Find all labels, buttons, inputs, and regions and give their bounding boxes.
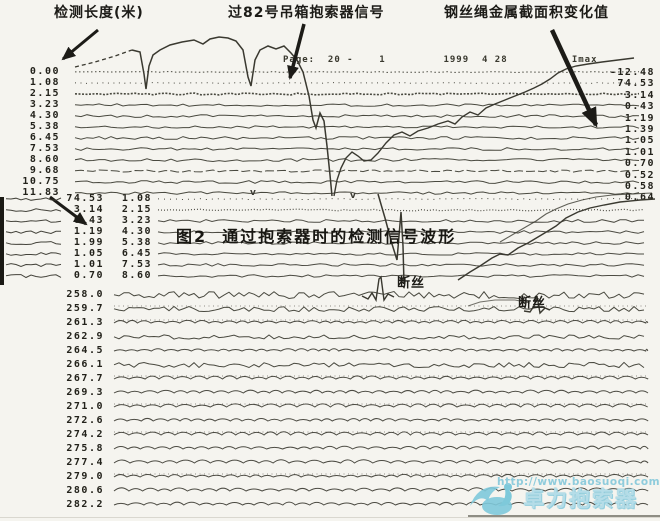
v-marker: v <box>350 191 356 201</box>
axis-label: 0.70 <box>73 270 104 281</box>
axis-label: 274.2 <box>66 429 104 440</box>
page-bottom-line <box>0 517 660 518</box>
axis-label: 2.15 <box>29 88 60 99</box>
watermark-logo-icon <box>470 483 512 515</box>
axis-label: 0.00 <box>29 66 60 77</box>
axis-label: 280.6 <box>66 485 104 496</box>
axis-label: 7.53 <box>29 143 60 154</box>
axis-label: 1.19 <box>73 226 104 237</box>
axis-label: 7.53 <box>121 259 152 270</box>
axis-label: 74.53 <box>617 78 655 90</box>
axis-label: 0.52 <box>624 169 655 181</box>
axis-label: -12.48 <box>609 67 655 78</box>
axis-label: 266.1 <box>66 359 104 370</box>
watermark-brand: 卓力抱索器 <box>523 487 638 511</box>
annotation-detection-length: 检测长度(米) <box>54 5 144 21</box>
axis-label: 0.70 <box>624 158 655 170</box>
axis-label: 2.15 <box>121 204 152 215</box>
axis-label: 1.19 <box>624 112 655 124</box>
axis-label: 11.83 <box>22 187 60 198</box>
axis-label: 5.38 <box>29 121 60 132</box>
axis-label: 1.01 <box>73 259 104 270</box>
v-marker: v <box>250 188 256 198</box>
axis-label: 3.14 <box>624 89 655 101</box>
axis-label: 277.4 <box>66 457 104 468</box>
axis-label: 74.53 <box>66 193 104 204</box>
axis-label: 1.01 <box>624 146 655 158</box>
axis-label: 0.58 <box>624 181 655 192</box>
axis-label: 6.45 <box>29 132 60 143</box>
axis-label: 259.7 <box>66 303 104 314</box>
watermark-bottom-line <box>468 515 660 517</box>
axis-label: 0.43 <box>73 215 104 226</box>
axis-label: 267.7 <box>66 373 104 384</box>
broken-wire-label: 断丝 <box>518 296 547 311</box>
axis-label: 0.64 <box>624 192 655 204</box>
axis-label: 3.23 <box>29 99 60 110</box>
broken-wire-label: 断丝 <box>397 276 426 291</box>
chart-page-header: Page: 20 - 1 1999 4 28 Imax <box>283 55 598 65</box>
axis-label: 279.0 <box>66 471 104 482</box>
axis-label: 1.05 <box>624 135 655 147</box>
axis-label: 5.38 <box>121 237 152 248</box>
watermark-url: http://www.baosuoqi.com <box>497 476 660 488</box>
axis-label: 1.05 <box>73 248 104 259</box>
axis-label: 4.30 <box>29 110 60 121</box>
axis-label: 271.0 <box>66 401 104 412</box>
axis-label: 3.14 <box>73 204 104 215</box>
figure-caption: 图2 通过抱索器时的检测信号波形 <box>176 227 457 246</box>
scan-edge-bar <box>0 197 4 285</box>
axis-label: 275.8 <box>66 443 104 454</box>
axis-label: 1.99 <box>73 237 104 248</box>
axis-label: 258.0 <box>66 289 104 300</box>
axis-label: 1.08 <box>29 77 60 88</box>
axis-label: 8.60 <box>121 270 152 281</box>
axis-label: 269.3 <box>66 387 104 398</box>
axis-label: 0.43 <box>624 101 655 113</box>
axis-label: 9.68 <box>29 165 60 176</box>
annotation-cross-section-change: 钢丝绳金属截面积变化值 <box>444 5 609 21</box>
axis-label: 282.2 <box>66 499 104 510</box>
axis-label: 262.9 <box>66 331 104 342</box>
annotation-gripper-signal: 过82号吊箱抱索器信号 <box>228 5 385 21</box>
axis-label: 261.3 <box>66 317 104 328</box>
axis-label: 4.30 <box>121 226 152 237</box>
axis-label: 8.60 <box>29 154 60 165</box>
axis-label: 1.08 <box>121 193 152 204</box>
axis-label: 1.39 <box>624 124 655 135</box>
axis-label: 272.6 <box>66 415 104 426</box>
axis-label: 10.75 <box>22 176 60 187</box>
axis-label: 6.45 <box>121 248 152 259</box>
axis-label: 3.23 <box>121 215 152 226</box>
axis-label: 264.5 <box>66 345 104 356</box>
